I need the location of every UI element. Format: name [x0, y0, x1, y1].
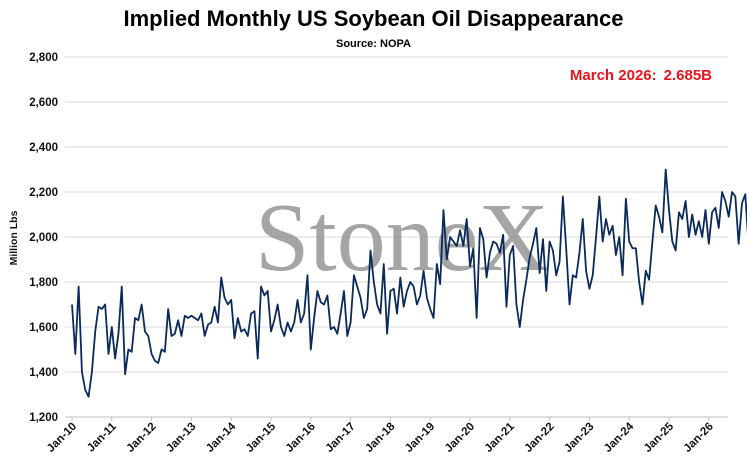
gridlines — [65, 56, 728, 373]
x-tick-label: Jan-16 — [284, 421, 318, 455]
series-line — [71, 168, 747, 398]
y-tick-label: 2,200 — [29, 187, 58, 199]
x-tick-label: Jan-25 — [642, 420, 677, 455]
y-tick-label: 1,200 — [29, 412, 58, 424]
annotation-label: March 2026: 2.685B — [570, 67, 712, 84]
x-tick-label: Jan-18 — [363, 420, 398, 455]
y-tick-label: 2,800 — [29, 52, 58, 64]
x-tick-label: Jan-24 — [602, 420, 637, 455]
x-axis: Jan-10 Jan-11 Jan-12 Jan-13 Jan-14 Jan-15 Jan-… — [45, 417, 716, 455]
chart-title: Implied Monthly US Soybean Oil Disappear… — [123, 6, 624, 31]
x-tick-label: Jan-11 — [85, 420, 119, 454]
x-tick-label: Jan-21 — [483, 420, 518, 455]
chart-subtitle: Source: NOPA — [336, 38, 411, 50]
y-axis: 1,200 1,400 1,600 1,800 2,000 2,200 2,400 2,600… — [29, 52, 58, 424]
y-tick-label: 2,400 — [29, 142, 58, 154]
annotation-value: 2.685B — [664, 67, 713, 84]
x-tick-label: Jan-22 — [522, 421, 556, 455]
y-tick-label: 1,800 — [29, 277, 58, 289]
x-tick-label: Jan-26 — [682, 421, 716, 455]
x-tick-label: Jan-19 — [403, 421, 437, 455]
y-tick-label: 2,000 — [29, 232, 58, 244]
annotation-date: March 2026: — [570, 67, 657, 84]
x-tick-label: Jan-23 — [562, 421, 596, 455]
watermark-text: StoneX — [255, 184, 549, 292]
x-tick-label: Jan-14 — [204, 420, 239, 455]
x-tick-label: Jan-12 — [124, 421, 158, 455]
x-tick-label: Jan-15 — [244, 420, 279, 455]
y-tick-label: 1,600 — [29, 322, 58, 334]
y-tick-label: 1,400 — [29, 367, 58, 379]
x-tick-label: Jan-17 — [323, 421, 357, 455]
x-tick-label: Jan-20 — [443, 421, 477, 455]
x-tick-label: Jan-13 — [164, 421, 198, 455]
y-axis-label: Million Lbs — [8, 210, 20, 265]
y-tick-label: 2,600 — [29, 97, 58, 109]
x-tick-label: Jan-10 — [45, 421, 79, 455]
